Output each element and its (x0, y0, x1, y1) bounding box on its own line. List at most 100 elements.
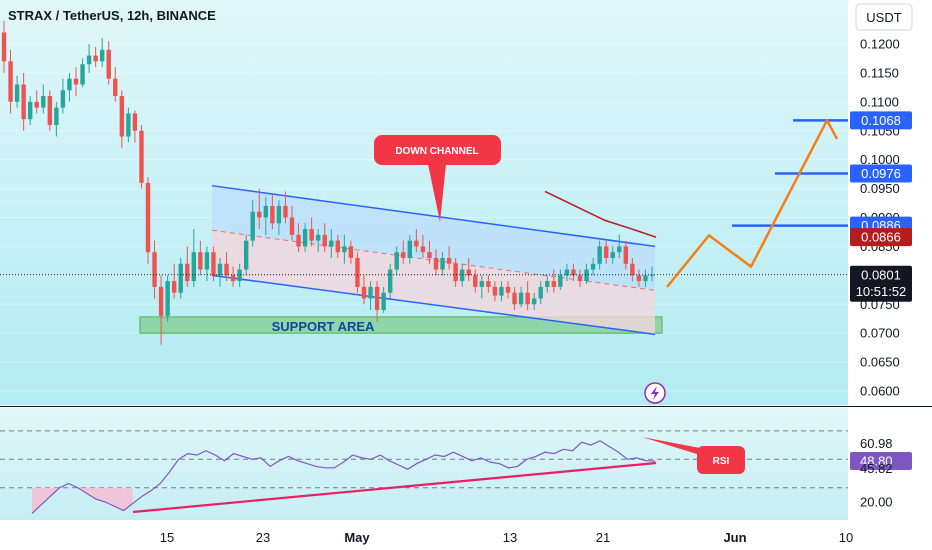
support-area-label: SUPPORT AREA (272, 319, 375, 334)
candle-body (198, 252, 203, 270)
candle-body (270, 205, 275, 224)
candle-body (171, 281, 177, 293)
rsi-trendline (132, 461, 657, 514)
candle-body (427, 252, 432, 258)
candle-body (47, 96, 53, 125)
candle-body (322, 234, 327, 247)
candle-body (401, 252, 406, 258)
candle-body (191, 252, 197, 282)
forecast-path (666, 119, 839, 288)
candle-body (315, 234, 321, 241)
candle-body (407, 240, 413, 258)
countdown-label: 10:51:52 (856, 284, 907, 299)
candle-body (34, 101, 39, 108)
candle-body (623, 246, 629, 264)
candle-body (211, 252, 216, 276)
channel-lower-fill (212, 230, 655, 335)
price-tick-label: 0.0650 (860, 355, 900, 370)
rsi-value-label: 48.80 (860, 454, 893, 469)
target-high-badge (850, 111, 912, 130)
candle-body (518, 292, 524, 305)
rsi-line (31, 440, 656, 514)
target-mid-badge (850, 164, 912, 183)
date-tick-label: 23 (256, 530, 270, 545)
target-mid-label: 0.0976 (861, 166, 901, 181)
candle-body (335, 240, 341, 253)
candle-body (217, 263, 223, 276)
candle-body (165, 281, 170, 316)
date-tick-label: 15 (160, 530, 174, 545)
candle-body (243, 240, 249, 270)
date-axis: 15 23 May 13 21 Jun 10 (160, 530, 853, 545)
rsi-callout: RSI (642, 437, 745, 474)
candle-body (355, 257, 360, 287)
candle-body (538, 286, 543, 299)
candle-body (603, 246, 609, 258)
ma-value-badge (850, 228, 912, 247)
lightning-icon[interactable] (644, 382, 666, 404)
candle-body (597, 246, 602, 264)
candle-body (394, 252, 399, 270)
candle-body (551, 281, 557, 287)
price-tick-label: 0.0700 (860, 326, 900, 341)
forecast-line (666, 119, 839, 288)
candle-body (8, 61, 13, 102)
candle-body (1, 32, 7, 62)
candle-body (590, 263, 596, 270)
candle-body (139, 130, 144, 183)
rsi-tick-label: 20.00 (860, 495, 893, 510)
candle-body (486, 281, 491, 287)
last-price-label: 0.0801 (861, 267, 901, 282)
candle-body (610, 252, 615, 258)
support-area-rect (139, 316, 663, 334)
rsi-value-badge (850, 452, 912, 470)
date-tick-label: May (344, 530, 370, 545)
candle-body (446, 257, 452, 264)
rsi-callout-label: RSI (713, 456, 730, 467)
candle-body (440, 257, 445, 270)
candle-body (499, 286, 504, 296)
candle-body (14, 84, 20, 102)
candle-body (342, 246, 347, 253)
candle-body (224, 263, 229, 276)
candle-body (257, 211, 262, 218)
candle-body (564, 269, 570, 276)
candle-body (302, 229, 308, 247)
down-channel-label: DOWN CHANNEL (395, 146, 478, 157)
candle-body (60, 90, 66, 108)
candle-body (545, 281, 550, 287)
price-pane-background (0, 0, 848, 405)
candle-body (374, 286, 380, 311)
channel-lower-line (211, 274, 656, 336)
candle-body (119, 96, 125, 137)
candle-body (27, 101, 33, 120)
candle-body (132, 113, 138, 131)
candle-body (289, 217, 295, 235)
price-tick-label: 0.1100 (860, 94, 899, 109)
candle-body (230, 275, 236, 282)
candle-body (636, 275, 642, 282)
candle-body (466, 269, 471, 276)
last-price-badge (850, 265, 912, 302)
price-tick-label: 0.1200 (860, 37, 900, 52)
candle-body (433, 257, 439, 270)
candle-body (361, 286, 367, 299)
candle-body (126, 113, 131, 137)
candle-body (309, 229, 314, 241)
candle-body (368, 286, 373, 299)
candle-body (178, 263, 183, 293)
symbol-header: STRAX / TetherUS, 12h, BINANCE (8, 8, 216, 23)
candle-body (263, 205, 269, 218)
candle-body (80, 64, 85, 85)
channel-upper-fill (212, 185, 655, 291)
candle-body (113, 78, 118, 97)
currency-label: USDT (866, 10, 901, 25)
candle-body (99, 49, 105, 62)
candles (1, 20, 655, 345)
candle-body (158, 286, 164, 316)
candle-body (387, 269, 393, 293)
candle-body (630, 263, 635, 276)
currency-button[interactable]: USDT (855, 3, 913, 31)
